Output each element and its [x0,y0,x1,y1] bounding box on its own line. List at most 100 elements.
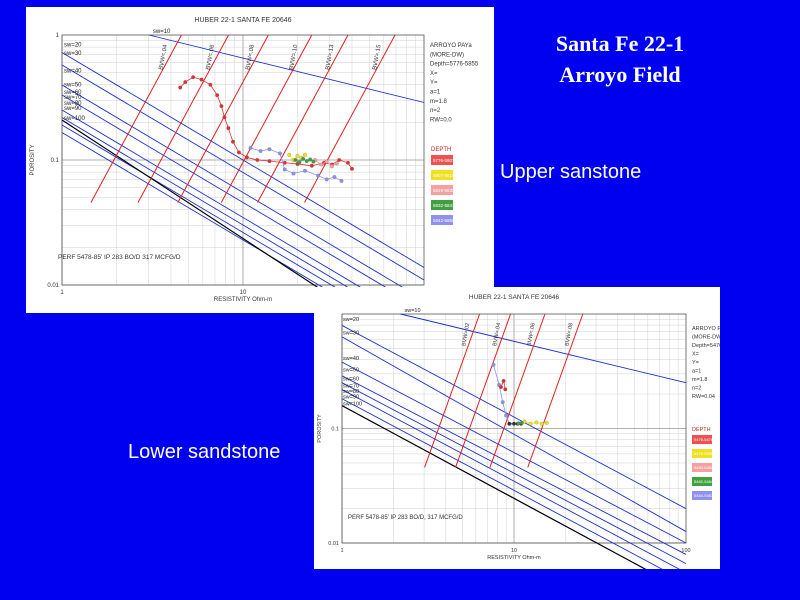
slide-title: Santa Fe 22-1 Arroyo Field [520,28,720,90]
sw-label: sw=90 [64,106,82,112]
bvw-label: BVW=.04 [159,44,169,71]
sw-line [61,94,425,311]
data-point [237,150,241,155]
x-tick-label: 1 [60,290,64,296]
sw-line [341,375,687,555]
data-point [267,159,272,163]
data-point [291,171,296,176]
chart-title: HUBER 22-1 SANTA FE 20646 [194,17,291,24]
data-point [324,177,329,182]
legend-swatch [692,449,712,458]
upper-sandstone-caption: Upper sanstone [500,161,642,183]
info-line: a=1 [430,90,441,96]
x-tick-label: 10 [511,548,517,554]
data-point [222,115,227,120]
info-line: n=2 [430,108,441,114]
data-point [297,160,302,165]
data-point [504,413,509,418]
data-point [528,421,533,426]
y-tick-label: 0.1 [51,158,60,164]
data-point [248,145,253,150]
info-line: Y= [692,360,699,366]
data-point [178,85,183,90]
bvw-label: BVW=.02 [461,322,471,346]
bvw-label: BVW=.06 [527,322,537,346]
sw-100-line [341,405,687,592]
data-point [534,420,539,425]
legend-title: DEPTH [431,147,451,153]
sw-line [341,389,687,574]
data-point [231,139,235,144]
info-line: (MORE-DW) [430,52,464,58]
info-line: X= [692,352,699,358]
legend-swatch [431,215,453,225]
bvw-line [527,313,584,468]
x-tick-label: 1 [340,548,343,554]
data-point [208,82,213,87]
data-point [316,173,321,178]
legend-entry: 5484-5487 [694,493,714,498]
data-point [282,167,287,172]
y-tick-label: 0.01 [47,283,59,289]
legend-swatch [431,185,453,195]
data-point [330,164,334,169]
data-point [500,400,505,405]
bvw-line [489,313,546,468]
bvw-label: BVW=.06 [206,44,216,71]
data-point [287,152,292,157]
legend-entry: 5476-5478 [694,437,714,442]
sw-line [61,84,425,301]
sw-label: sw=60 [64,90,82,96]
info-line: (MORE-DW) [692,335,720,341]
legend-swatch [431,170,453,180]
data-point [516,421,521,426]
upper-chart-panel: HUBER 22-1 SANTA FE 20646 sw=20 sw=30 sw=40… [26,7,494,349]
perf-note: PERF 5478-85' IP 283 BO/D, 317 MCFG/D [348,515,463,521]
x-tick-label: 10 [240,290,247,296]
data-point [303,152,307,157]
legend-swatch [692,491,712,500]
bvw-label: BVW=.04 [492,322,502,346]
data-point [334,161,339,166]
sw-line [148,34,425,103]
legend-swatch [692,463,712,472]
data-point [255,158,260,162]
lower-pickett-plot: HUBER 22-1 SANTA FE 20646 sw=20 sw=30 sw=40… [317,294,736,592]
sw-label: sw=20 [64,42,82,48]
data-point [226,126,231,130]
legend-swatch [692,477,712,486]
info-line: Depth=5476-5487 [692,343,720,349]
data-point [219,104,224,108]
perf-note: PERF 5478-85' IP 283 BO/D 317 MCFG/D [58,254,181,261]
bvw-line [455,313,512,468]
data-point [258,149,263,153]
legend-swatch [431,200,453,210]
bvw-label: BVW=.10 [289,44,299,71]
data-point [278,151,282,156]
sw-line [61,64,425,281]
data-point [512,421,516,426]
legend-entry: 5832-5841 [433,203,455,208]
data-point [311,159,316,164]
legend-entry: 5819-5832 [433,188,455,193]
upper-pickett-plot: HUBER 22-1 SANTA FE 20646 sw=20 sw=30 sw=40… [30,17,479,349]
data-point [301,157,306,161]
plot-frame [341,313,687,544]
info-line: m=1.8 [692,377,707,383]
data-point [308,157,313,162]
bvw-line [177,34,269,203]
legend-swatch [692,435,712,444]
bvw-line [257,34,349,203]
sw-top-label: sw=10 [404,308,420,314]
plot-frame [61,34,425,286]
data-point [293,158,298,162]
data-point [304,159,309,163]
y-axis-label: POROSITY [317,414,323,443]
info-line: RW=0.04 [692,394,715,400]
x-axis-label: RESISTIVITY Ohm-m [214,297,272,303]
chart-title: HUBER 22-1 SANTA FE 20646 [469,294,560,301]
bvw-label: BVW=.08 [564,322,574,346]
data-point [503,387,508,392]
sw-label: sw=70 [343,383,359,389]
legend-swatch [431,155,453,165]
